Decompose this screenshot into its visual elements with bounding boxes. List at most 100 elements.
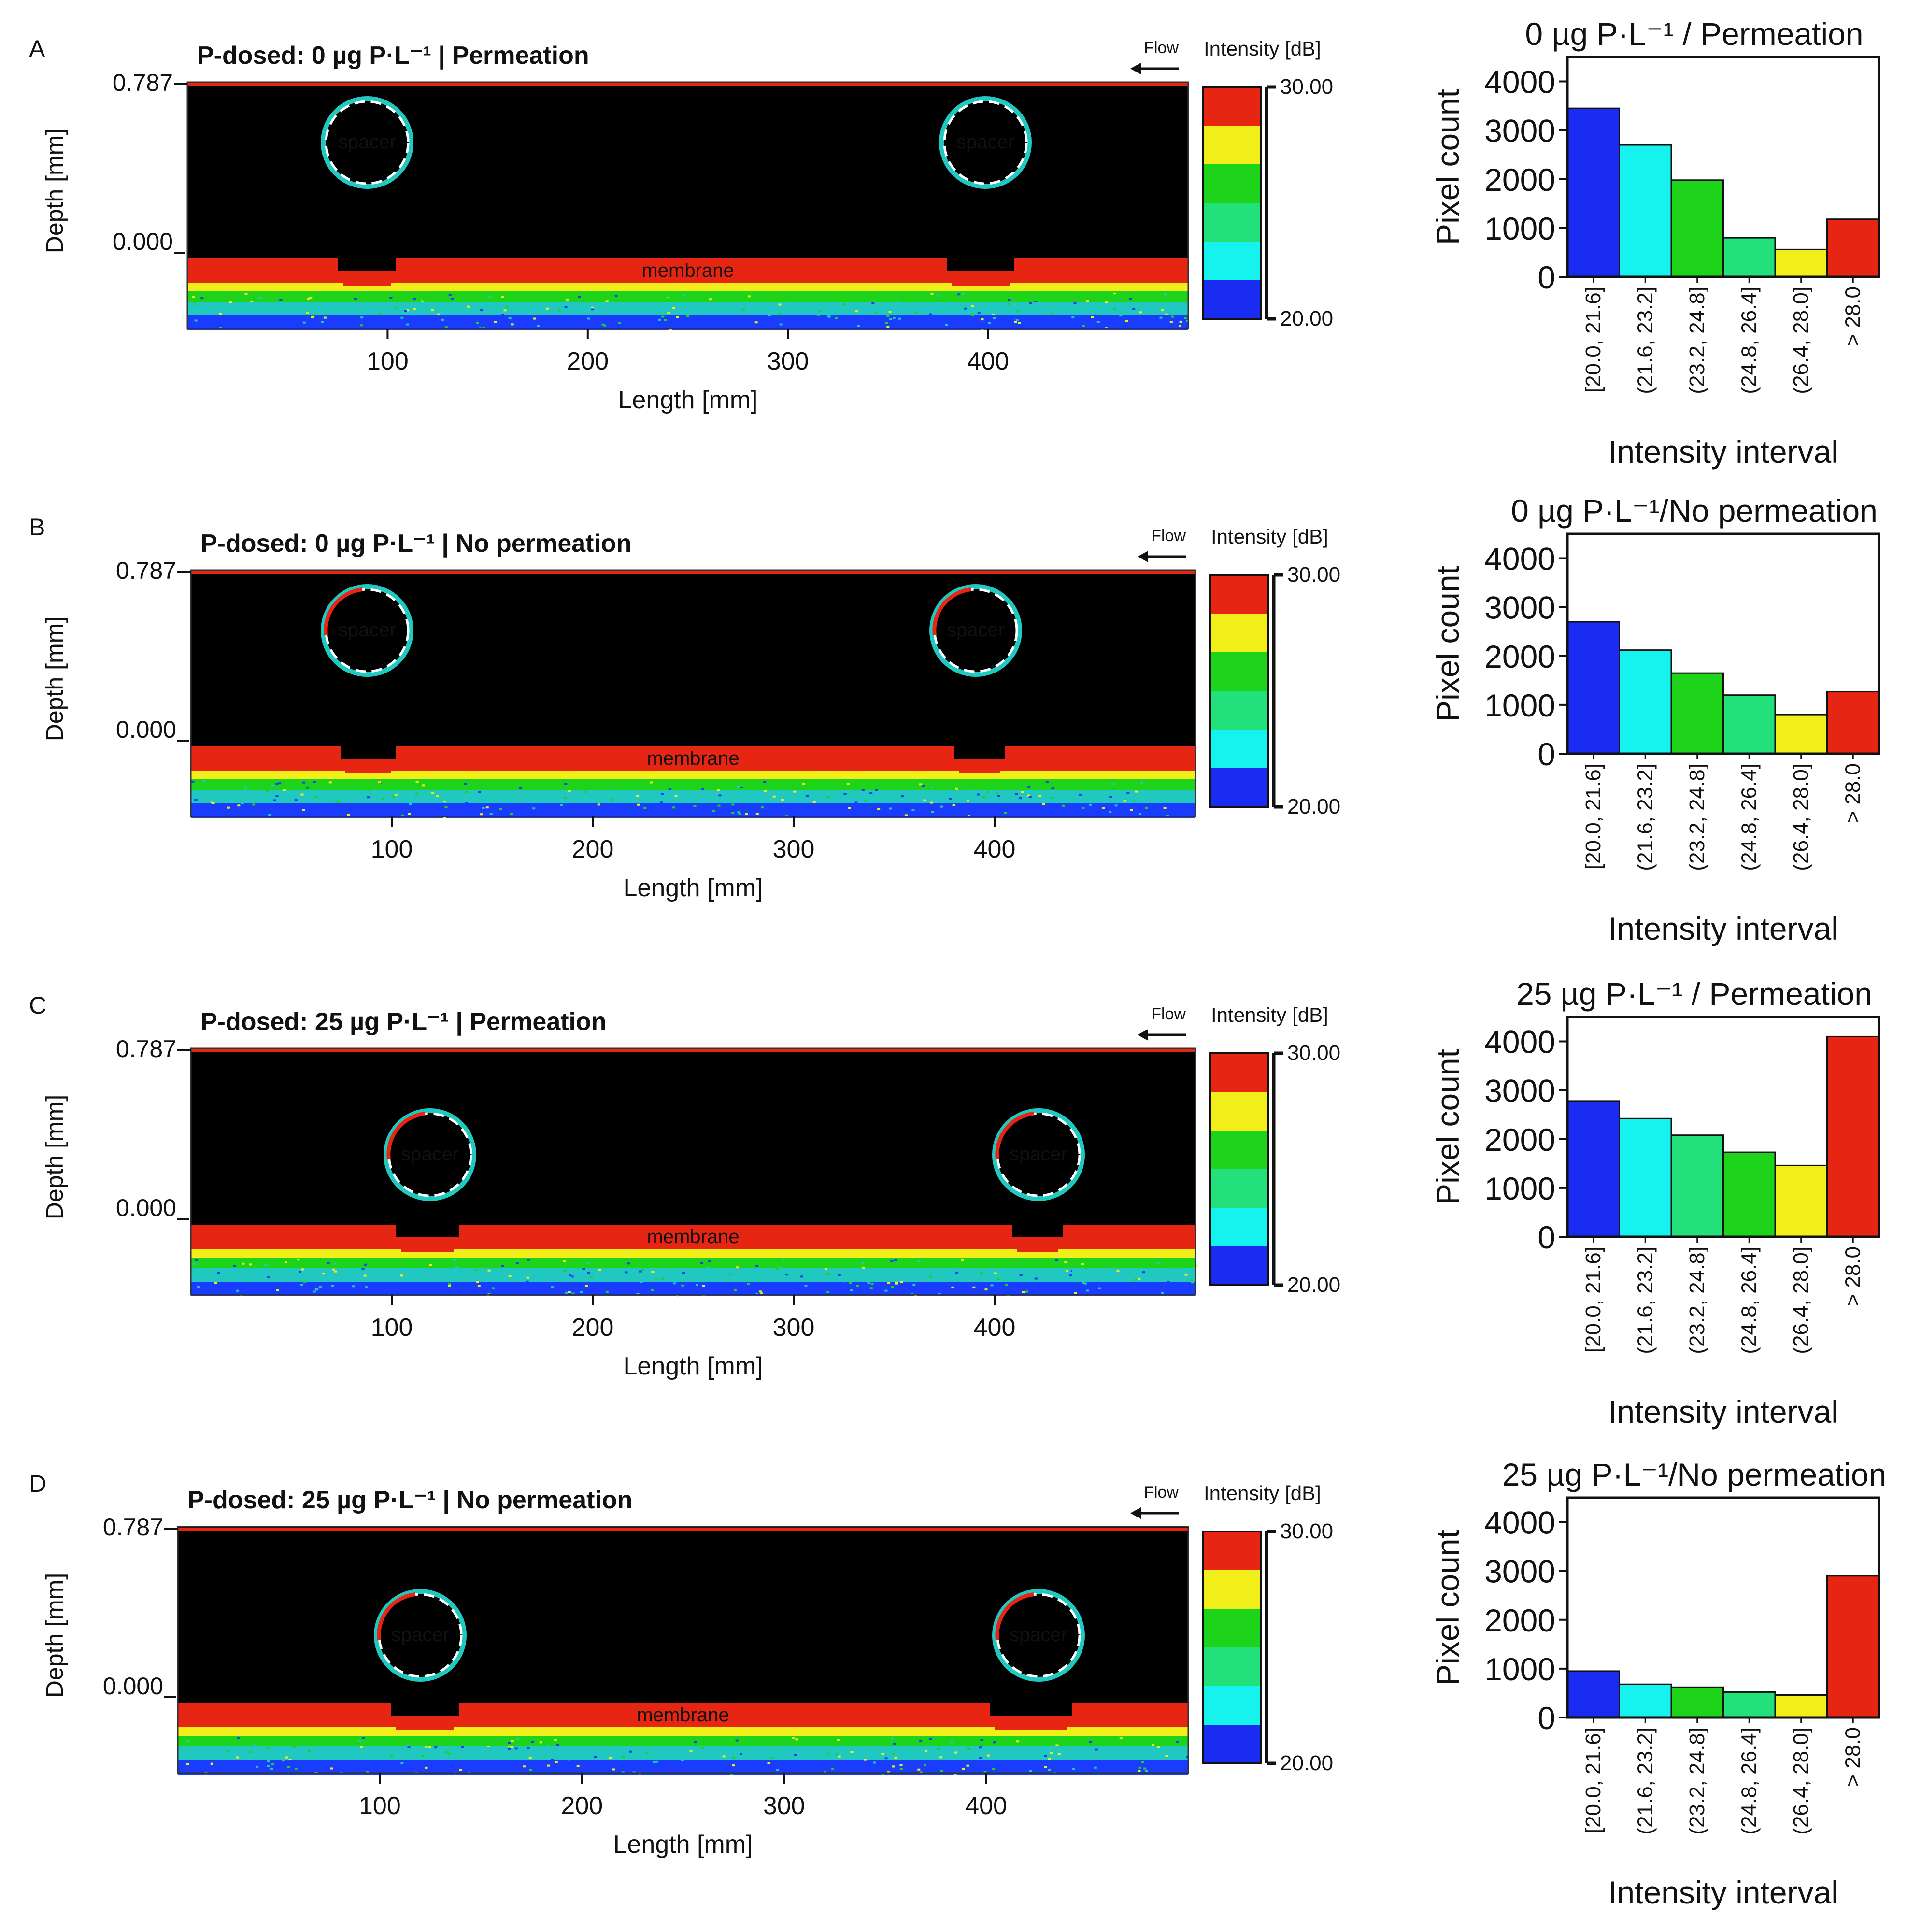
speckle — [825, 1268, 828, 1270]
speckle — [264, 1264, 268, 1266]
speckle — [671, 325, 675, 328]
speckle — [1048, 1769, 1051, 1771]
speckle — [1184, 1274, 1188, 1276]
speckle — [887, 1282, 891, 1284]
speckle — [475, 322, 479, 324]
speckle — [533, 308, 537, 310]
speckle — [318, 1286, 322, 1288]
speckle — [194, 319, 198, 322]
speckle — [515, 782, 518, 784]
speckle — [849, 1282, 852, 1284]
speckle — [394, 794, 398, 796]
speckle — [1027, 786, 1031, 788]
speckle — [760, 1292, 764, 1295]
speckle — [760, 806, 764, 809]
speckle — [717, 804, 721, 807]
speckle — [1059, 307, 1062, 310]
speckle — [267, 302, 270, 304]
speckle — [302, 326, 306, 328]
y-tick-label: 1000 — [1484, 1171, 1555, 1206]
speckle — [1163, 807, 1167, 809]
speckle — [627, 1760, 631, 1763]
membrane-dip — [954, 745, 1005, 759]
speckle — [731, 803, 735, 806]
speckle — [578, 296, 581, 298]
speckle — [736, 1266, 739, 1269]
colorbar-max: 30.00 — [1280, 1519, 1333, 1543]
speckle — [284, 1261, 287, 1264]
speckle — [594, 1756, 597, 1758]
x-axis-label: Intensity interval — [1608, 1394, 1838, 1430]
length-axis-label: Length [mm] — [613, 1831, 753, 1859]
x-tick-label: > 28.0 — [1841, 1246, 1864, 1306]
speckle — [453, 1259, 456, 1261]
speckle — [1066, 1750, 1069, 1752]
histogram-bar — [1774, 248, 1828, 278]
colorbar-swatch — [1203, 1531, 1261, 1571]
length-tick-label: 200 — [567, 347, 609, 375]
panel-letter: D — [29, 1470, 46, 1497]
histogram-bar — [1619, 144, 1672, 278]
speckle — [275, 795, 279, 797]
speckle — [1078, 786, 1082, 788]
speckle — [475, 1269, 478, 1271]
histogram-bar — [1566, 107, 1620, 278]
speckle — [1034, 301, 1038, 303]
speckle — [919, 783, 923, 786]
speckle — [267, 1276, 270, 1278]
speckle — [1164, 293, 1167, 296]
speckle — [747, 295, 751, 298]
scan-panel-b: B P-dosed: 0 µg P·L⁻¹ | No permeation memb… — [29, 514, 1340, 902]
speckle — [982, 796, 985, 799]
speckle — [406, 323, 409, 326]
speckle — [409, 803, 412, 805]
speckle — [964, 307, 967, 310]
speckle — [772, 795, 776, 798]
speckle — [685, 781, 688, 784]
histogram-bar — [1722, 1691, 1776, 1718]
speckle — [682, 309, 685, 311]
speckle — [193, 301, 196, 304]
speckle — [639, 1270, 642, 1273]
speckle — [745, 813, 748, 816]
speckle — [627, 1262, 630, 1265]
speckle — [1029, 302, 1033, 304]
speckle — [297, 1769, 300, 1772]
spacer-outline — [325, 588, 410, 673]
speckle — [881, 1278, 884, 1280]
speckle — [950, 1741, 954, 1744]
speckle — [1114, 804, 1118, 807]
speckle — [636, 795, 640, 797]
speckle — [819, 310, 823, 312]
speckle — [197, 303, 200, 306]
x-tick-label: (23.2, 24.8] — [1685, 763, 1709, 871]
length-tick-label: 400 — [974, 1314, 1016, 1342]
colorbar-swatch — [1203, 1686, 1261, 1725]
speckle — [270, 1767, 273, 1770]
speckle — [987, 322, 991, 324]
speckle — [1159, 316, 1163, 319]
speckle — [486, 1745, 490, 1747]
speckle — [212, 802, 215, 804]
speckle — [1082, 325, 1085, 327]
speckle — [972, 1286, 976, 1288]
speckle — [400, 1762, 404, 1764]
colorbar-swatch — [1203, 1570, 1261, 1609]
speckle — [605, 1276, 609, 1279]
speckle — [584, 790, 587, 793]
speckle — [850, 1751, 854, 1753]
speckle — [570, 1761, 574, 1764]
speckle — [331, 811, 334, 813]
speckle — [1074, 1292, 1077, 1294]
speckle — [512, 804, 516, 807]
membrane-dip — [338, 258, 396, 271]
speckle — [590, 1276, 594, 1278]
speckle — [406, 309, 410, 312]
speckle — [1066, 1292, 1069, 1295]
speckle — [605, 300, 609, 302]
speckle — [794, 1754, 797, 1756]
speckle — [632, 1771, 636, 1774]
speckle — [660, 801, 663, 804]
speckle — [391, 795, 395, 798]
speckle — [305, 314, 308, 316]
